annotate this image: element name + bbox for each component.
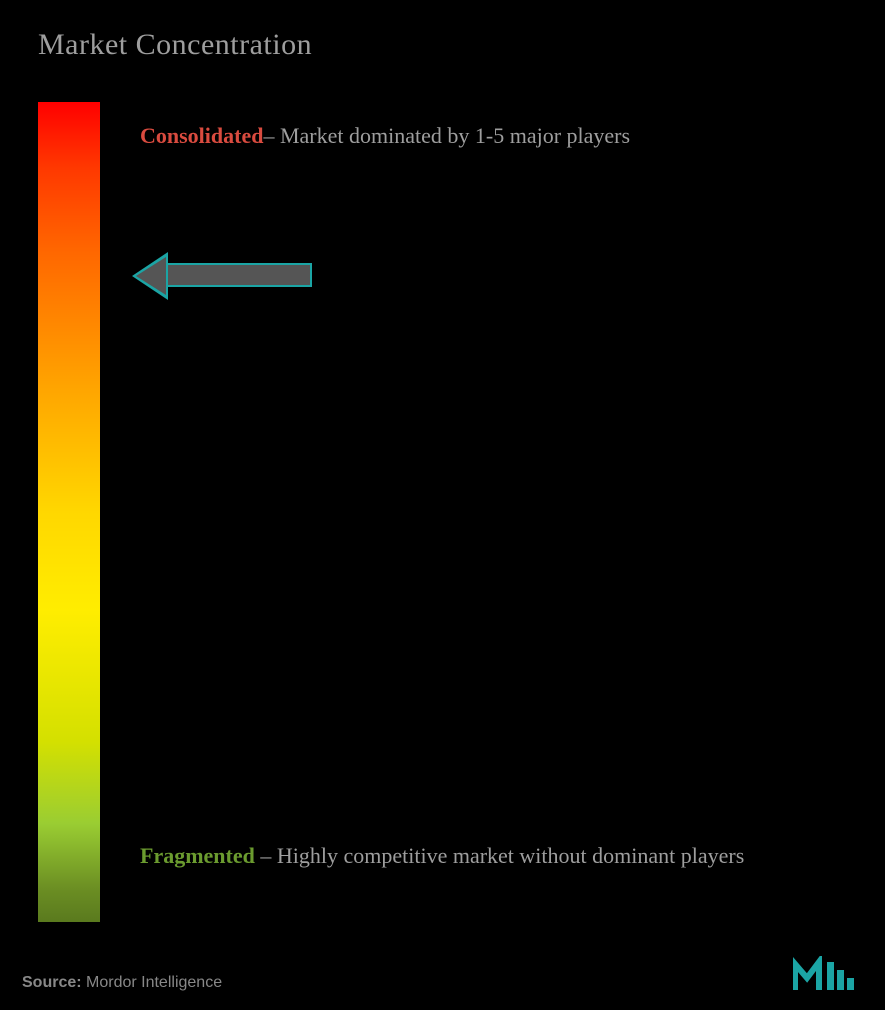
source-label: Source: [22,974,86,991]
arrow-head-fill [136,257,166,295]
panel-title: Market Concentration [0,0,885,62]
concentration-gradient-bar [38,102,100,922]
consolidated-desc: – Market dominated by 1-5 major players [263,123,630,148]
logo-icon [793,956,863,992]
fragmented-desc: – Highly competitive market without domi… [260,843,744,868]
consolidated-label: Consolidated– Market dominated by 1-5 ma… [140,112,855,160]
market-concentration-panel: Market Concentration Consolidated– Marke… [0,0,885,1010]
fragmented-key: Fragmented [140,843,260,868]
mordor-logo [793,956,863,992]
content-area: Consolidated– Market dominated by 1-5 ma… [0,62,885,912]
footer: Source: Mordor Intelligence [22,956,863,992]
source-attribution: Source: Mordor Intelligence [22,974,222,992]
fragmented-label: Fragmented – Highly competitive market w… [140,832,855,880]
consolidated-key: Consolidated [140,123,263,148]
source-value: Mordor Intelligence [86,974,222,991]
indicator-arrow [132,252,312,300]
arrow-shaft [166,263,312,287]
